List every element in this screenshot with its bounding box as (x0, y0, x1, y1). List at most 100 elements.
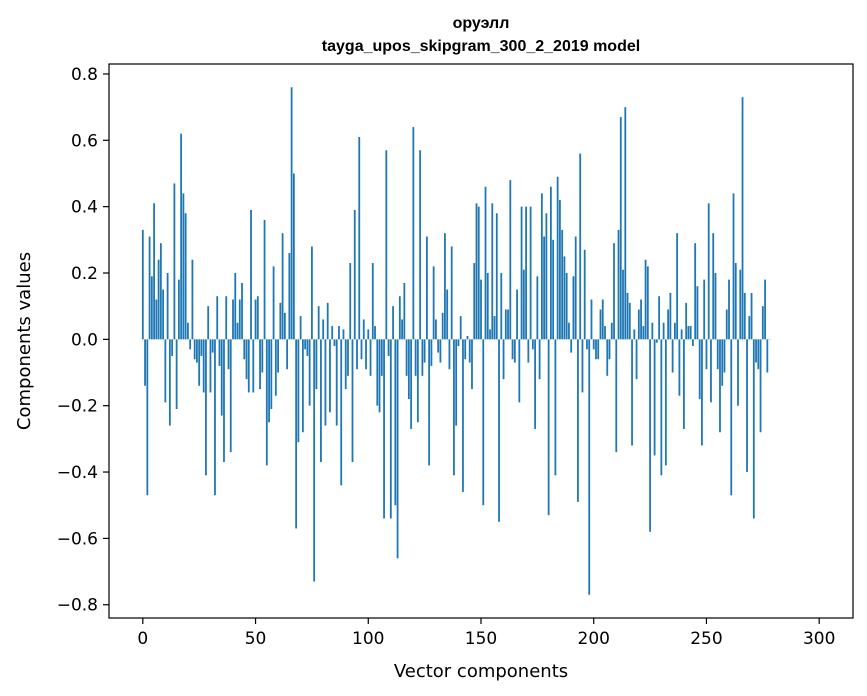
y-axis-label: Components values (14, 252, 35, 430)
bar (229, 339, 232, 453)
bar (245, 339, 248, 380)
bar (455, 339, 458, 426)
bar (667, 309, 670, 340)
bar (209, 339, 212, 393)
bar (173, 183, 176, 340)
bar (565, 272, 568, 340)
bar (168, 339, 171, 426)
bar (155, 299, 158, 340)
y-tick-label: −0.2 (57, 397, 98, 417)
bar (746, 339, 748, 473)
bar (732, 193, 735, 340)
bar (559, 200, 561, 340)
bar (545, 213, 548, 340)
bar (692, 339, 694, 346)
bar (495, 213, 498, 340)
bar (757, 339, 760, 370)
bar (256, 296, 259, 340)
bar (342, 329, 345, 340)
bar (164, 339, 167, 403)
bar (662, 322, 665, 340)
bar (696, 286, 699, 340)
bar (297, 339, 300, 443)
bar (586, 339, 588, 350)
bar (655, 339, 658, 343)
bar (205, 339, 207, 476)
bar (304, 339, 307, 350)
bar (588, 339, 591, 595)
bar (637, 309, 640, 340)
bar (486, 272, 489, 340)
y-tick-label: −0.8 (57, 596, 98, 616)
bar (471, 339, 473, 390)
bar (410, 339, 413, 429)
bar (491, 203, 494, 340)
bar (525, 206, 527, 340)
bar (301, 339, 304, 433)
bar (315, 339, 318, 390)
bar (281, 233, 284, 340)
bar (527, 339, 530, 363)
bar (376, 339, 379, 406)
bar (320, 339, 322, 463)
bar (414, 339, 417, 376)
bar (383, 339, 385, 519)
bar (317, 306, 320, 340)
bar (579, 153, 582, 340)
bar (489, 329, 491, 340)
bar (513, 339, 516, 363)
bar (669, 292, 672, 340)
bar (480, 279, 482, 340)
bar (572, 276, 575, 340)
bar (752, 339, 755, 519)
bar (374, 326, 376, 340)
bar (734, 263, 737, 340)
bar (180, 133, 183, 340)
bar (380, 339, 383, 376)
bar (522, 269, 525, 340)
bar (703, 279, 706, 340)
bar (676, 233, 679, 340)
bar (631, 339, 633, 446)
bar (664, 339, 667, 466)
bar (714, 272, 717, 340)
bar (568, 322, 570, 340)
bar (622, 269, 624, 340)
bar (232, 299, 234, 340)
bar (335, 339, 338, 426)
bar (423, 339, 426, 363)
bar (171, 339, 174, 356)
bar (592, 339, 595, 350)
y-tick-label: 0.0 (71, 330, 98, 350)
bar (743, 292, 746, 340)
bar (498, 339, 500, 522)
bar (432, 266, 435, 340)
bar (279, 302, 282, 340)
bar (435, 319, 437, 340)
bar (441, 312, 444, 340)
bar (283, 312, 286, 340)
bar (590, 299, 593, 340)
bar (444, 233, 446, 340)
bar (211, 339, 214, 353)
bar (166, 272, 169, 340)
chart-title: оруэлл (453, 15, 510, 32)
bar (308, 339, 311, 406)
bar (678, 339, 681, 396)
bar (356, 339, 358, 370)
bar (398, 296, 401, 340)
bar (701, 339, 703, 446)
y-tick-label: 0.2 (71, 264, 98, 284)
bar (428, 339, 431, 466)
x-tick-label: 0 (137, 629, 148, 649)
bar (721, 339, 724, 386)
bar (484, 186, 487, 340)
bar (329, 339, 331, 413)
bar (225, 296, 228, 340)
bar (387, 339, 390, 356)
bar (615, 339, 618, 453)
bar (683, 339, 685, 429)
bar (448, 339, 451, 370)
bar (159, 243, 162, 340)
